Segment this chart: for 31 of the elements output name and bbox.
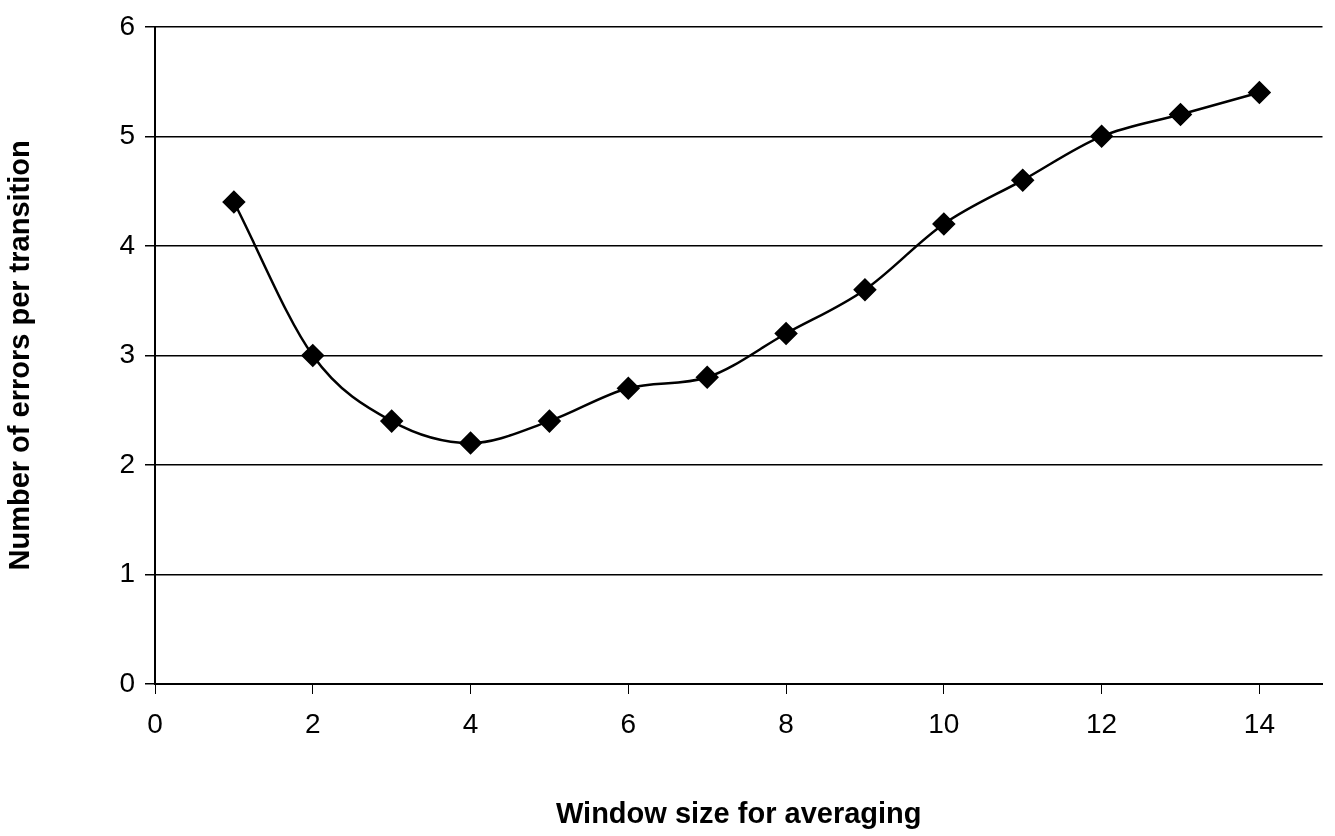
point (932, 212, 956, 236)
x-axis-title: Window size for averaging (555, 796, 922, 829)
y-tick-label: 1 (119, 557, 135, 589)
y-tick-label: 4 (119, 228, 135, 260)
x-tick-label: 12 (1086, 707, 1118, 739)
y-axis-title: Number of errors per transition (3, 140, 36, 571)
point (1011, 168, 1034, 192)
point (459, 431, 482, 455)
point (1169, 103, 1192, 126)
y-tick-label: 3 (119, 338, 135, 370)
point (617, 377, 640, 400)
y-tick-label: 6 (119, 9, 135, 41)
point (1090, 125, 1113, 148)
point (695, 366, 719, 389)
x-tick-label: 10 (928, 707, 960, 739)
y-tick-label: 5 (119, 119, 135, 151)
x-tick-label: 14 (1243, 707, 1275, 739)
point (380, 409, 403, 433)
x-tick-label: 6 (620, 707, 637, 739)
point (222, 190, 246, 214)
x-tick-label: 8 (778, 707, 794, 739)
point (1248, 81, 1271, 104)
point (774, 322, 798, 345)
x-tick-label: 4 (462, 707, 479, 739)
point (538, 409, 561, 433)
point (853, 278, 877, 301)
y-tick-label: 0 (119, 666, 135, 698)
x-tick-label: 0 (147, 707, 163, 739)
y-tick-label: 2 (119, 447, 135, 479)
point (301, 344, 325, 367)
x-tick-label: 2 (304, 707, 321, 739)
